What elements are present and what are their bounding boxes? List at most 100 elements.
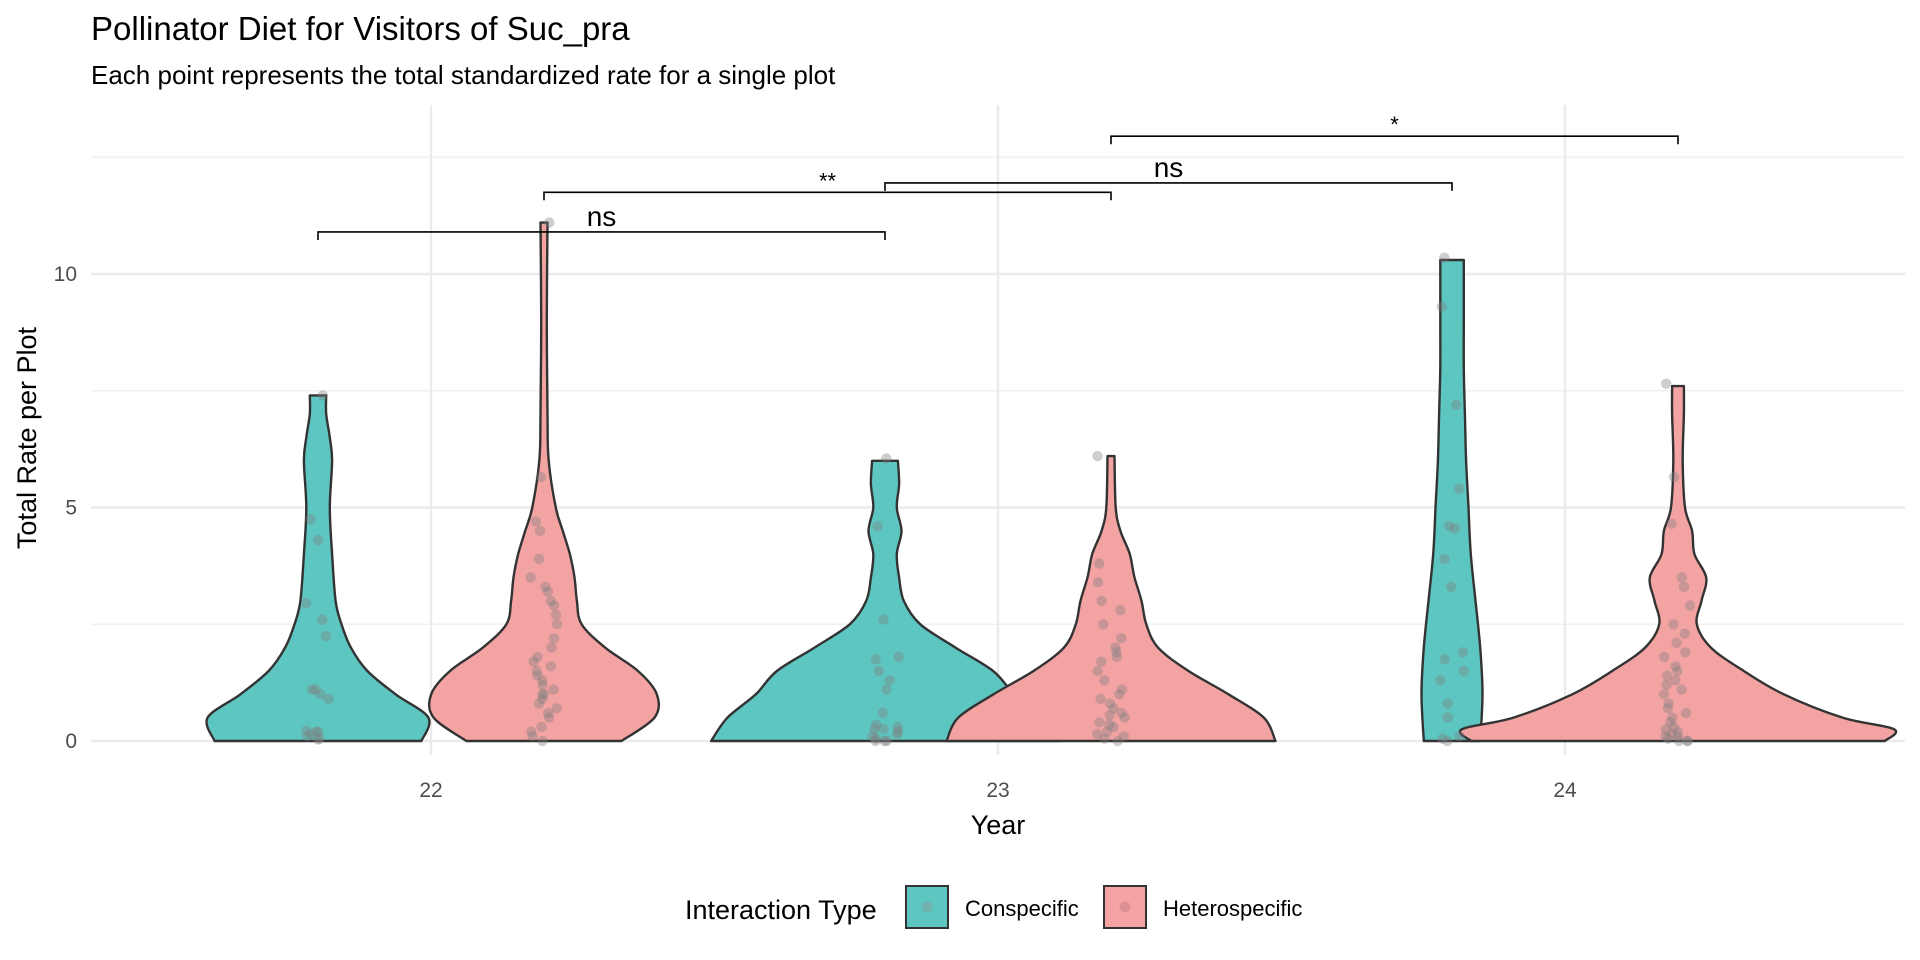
data-point [310, 684, 321, 695]
data-point [548, 684, 559, 695]
data-point [314, 733, 325, 744]
data-point [534, 525, 546, 537]
data-point [1673, 735, 1685, 747]
data-point [1668, 471, 1680, 483]
data-point [871, 719, 882, 730]
data-point [872, 521, 883, 532]
data-point [312, 734, 323, 745]
x-tick-label: 24 [1553, 779, 1577, 802]
data-point [540, 581, 551, 593]
data-point [305, 728, 316, 740]
data-point [1672, 726, 1683, 737]
data-point [1442, 735, 1453, 747]
data-point [1094, 717, 1105, 728]
data-point [1671, 637, 1682, 649]
data-point [1678, 581, 1690, 593]
data-point [1104, 710, 1116, 721]
significance-label: * [1390, 112, 1399, 137]
significance-bracket [543, 191, 1112, 201]
data-point [1672, 731, 1684, 742]
axis-ticks: 0 5 10 22 23 24 [54, 263, 1577, 802]
data-point [1672, 665, 1683, 677]
data-point [548, 600, 560, 611]
data-point [1092, 577, 1104, 588]
data-point [881, 735, 892, 747]
data-point [311, 726, 322, 737]
data-point [1661, 679, 1672, 691]
data-point [550, 609, 562, 621]
data-point [1680, 707, 1692, 719]
significance-label: ** [819, 168, 837, 193]
data-point [313, 726, 324, 737]
data-point [1118, 731, 1130, 742]
data-point [1660, 731, 1671, 742]
data-point [1451, 399, 1462, 410]
violin-heterospecific-23 [945, 454, 1277, 743]
data-point [1096, 595, 1107, 607]
data-point [867, 731, 878, 742]
data-point [1111, 651, 1123, 663]
y-axis-title: Total Rate per Plot [12, 326, 42, 549]
data-point [525, 572, 536, 583]
data-point [312, 535, 324, 546]
data-point [1661, 670, 1673, 681]
violins [205, 221, 1898, 743]
data-point [881, 453, 892, 464]
data-point [320, 630, 332, 642]
data-point [527, 731, 538, 742]
data-point [1663, 698, 1674, 709]
data-point [551, 703, 562, 714]
data-point [1676, 572, 1688, 583]
data-point [881, 684, 892, 695]
y-tick-label: 5 [65, 497, 77, 520]
data-point [878, 724, 889, 735]
y-tick-label: 10 [54, 263, 77, 286]
data-point [301, 725, 312, 736]
data-point [1439, 252, 1450, 263]
data-point [1111, 647, 1122, 658]
data-point [1662, 733, 1674, 744]
data-point [531, 665, 542, 677]
data-point [542, 707, 554, 719]
data-point [1661, 378, 1672, 389]
data-point [1092, 450, 1103, 462]
data-point [1119, 712, 1130, 723]
data-point [878, 614, 889, 625]
data-point [879, 735, 890, 747]
x-tick-label: 23 [986, 779, 1009, 802]
data-point [1442, 698, 1454, 709]
data-point [1670, 661, 1681, 672]
data-point [1658, 689, 1670, 700]
data-point [302, 731, 313, 742]
data-point [870, 733, 882, 744]
data-point [530, 516, 542, 527]
data-point [892, 728, 903, 740]
data-point [1099, 733, 1110, 744]
data-point [1435, 675, 1446, 686]
data-point [1444, 521, 1455, 532]
data-point [533, 698, 545, 709]
data-point [893, 726, 904, 737]
data-point [538, 689, 550, 700]
data-point [1666, 518, 1677, 529]
data-point [317, 614, 328, 625]
significance-bracket [884, 182, 1453, 191]
data-point [543, 712, 555, 723]
data-point [893, 651, 904, 663]
data-point [1449, 523, 1461, 534]
data-point [532, 651, 543, 663]
data-point [1115, 605, 1126, 616]
data-point [1116, 633, 1127, 644]
violin-heterospecific-24 [1458, 384, 1898, 743]
data-point [1108, 703, 1119, 714]
data-point [323, 693, 334, 705]
chart-subtitle: Each point represents the total standard… [91, 60, 836, 90]
data-point [537, 735, 548, 747]
violin-conspecific-24 [1420, 258, 1484, 743]
data-point [1666, 728, 1678, 740]
data-point [545, 661, 556, 672]
data-point [1442, 712, 1454, 723]
data-point [1659, 651, 1670, 663]
data-point [1454, 483, 1465, 494]
data-point [884, 675, 895, 686]
